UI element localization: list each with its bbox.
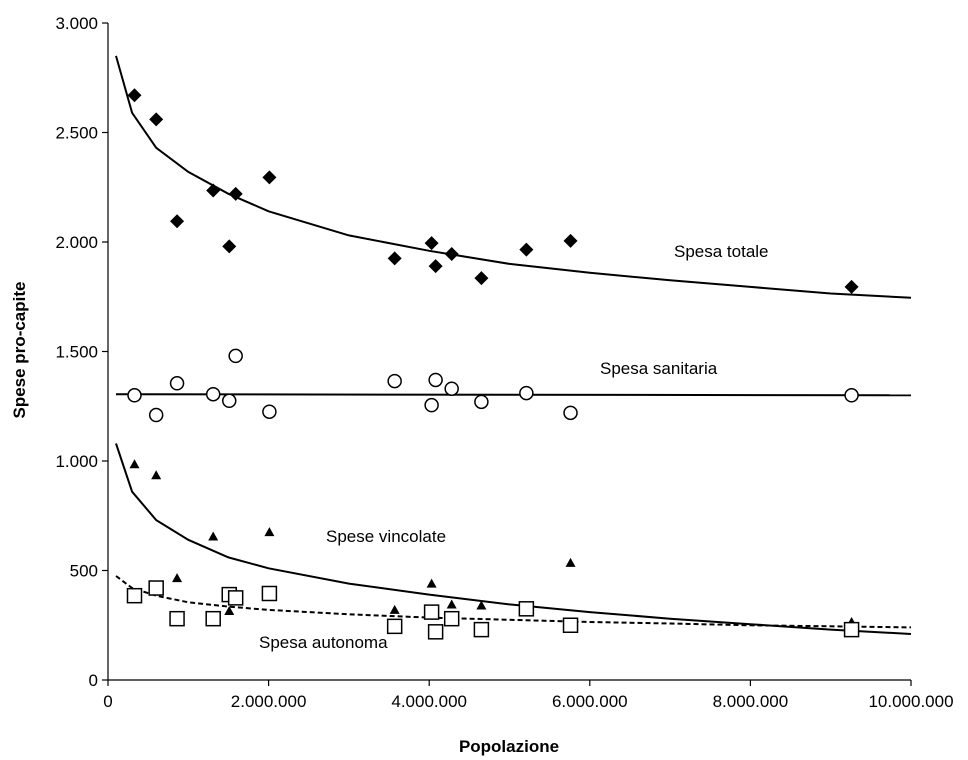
data-points <box>126 88 860 640</box>
data-point-series-3 <box>227 590 244 606</box>
data-point-series-0 <box>262 170 277 185</box>
data-point-series-1 <box>519 385 534 401</box>
data-point-series-3 <box>169 610 185 627</box>
data-point-series-3 <box>261 585 278 602</box>
data-point-series-3 <box>518 601 535 617</box>
data-point-series-1 <box>563 405 578 421</box>
x-axis-title: Popolazione <box>459 737 559 756</box>
data-point-series-1 <box>127 388 142 403</box>
series-label-spese-vincolate: Spese vincolate <box>326 527 446 546</box>
x-tick-label: 4.000.000 <box>391 692 467 711</box>
data-point-series-1 <box>205 386 221 402</box>
data-point-series-3 <box>562 617 579 633</box>
data-point-series-3 <box>423 604 440 620</box>
data-point-series-1 <box>262 404 277 419</box>
data-point-series-2 <box>172 573 183 583</box>
data-point-series-1 <box>474 394 489 410</box>
data-point-series-2 <box>476 600 487 610</box>
data-point-series-2 <box>129 459 140 469</box>
data-point-series-1 <box>148 407 164 423</box>
data-point-series-2 <box>565 557 576 567</box>
data-point-series-1 <box>387 373 402 389</box>
data-point-series-2 <box>389 604 400 614</box>
x-tick-label: 10.000.000 <box>868 692 953 711</box>
data-point-series-1 <box>844 388 859 403</box>
data-point-series-0 <box>387 251 402 266</box>
data-point-series-1 <box>428 372 443 388</box>
trend-line-3 <box>115 575 912 629</box>
y-tick-label: 2.500 <box>55 124 98 143</box>
labels: Popolazione Spese pro-capite Spesa total… <box>10 242 769 756</box>
data-point-series-0 <box>127 88 142 103</box>
data-point-series-0 <box>424 236 439 251</box>
y-tick-label: 1.500 <box>55 343 98 362</box>
x-tick-label: 6.000.000 <box>552 692 628 711</box>
data-point-series-0 <box>170 214 185 229</box>
series-label-spesa-sanitaria: Spesa sanitaria <box>600 359 718 378</box>
x-tick-label: 8.000.000 <box>713 692 789 711</box>
data-point-series-2 <box>208 531 219 541</box>
series-label-spesa-totale: Spesa totale <box>674 242 769 261</box>
data-point-series-1 <box>228 348 243 364</box>
data-point-series-3 <box>386 618 403 635</box>
y-axis-title: Spese pro-capite <box>10 282 29 419</box>
data-point-series-3 <box>126 587 143 604</box>
data-point-series-0 <box>206 183 221 198</box>
trend-line-0 <box>115 55 912 299</box>
data-point-series-0 <box>519 242 534 257</box>
data-point-series-3 <box>843 621 860 638</box>
data-point-series-2 <box>224 606 235 616</box>
data-point-series-2 <box>426 578 437 588</box>
x-tick-label: 2.000.000 <box>231 692 307 711</box>
y-tick-label: 0 <box>89 671 98 690</box>
data-point-series-2 <box>264 527 275 537</box>
data-point-series-0 <box>474 271 489 286</box>
data-point-series-3 <box>443 610 460 627</box>
data-point-series-1 <box>424 397 439 413</box>
data-point-series-0 <box>563 233 578 248</box>
y-tick-label: 500 <box>70 562 98 581</box>
data-point-series-2 <box>446 599 457 609</box>
data-point-series-3 <box>148 580 164 596</box>
trend-lines <box>115 55 912 635</box>
data-point-series-1 <box>169 376 185 391</box>
y-tick-label: 3.000 <box>55 14 98 33</box>
data-point-series-3 <box>205 610 221 627</box>
data-point-series-1 <box>444 381 459 396</box>
y-tick-label: 2.000 <box>55 233 98 252</box>
data-point-series-2 <box>151 470 162 480</box>
data-point-series-3 <box>427 624 444 640</box>
x-tick-label: 0 <box>103 692 112 711</box>
data-point-series-0 <box>844 279 859 294</box>
data-point-series-0 <box>444 247 459 262</box>
data-point-series-0 <box>149 112 164 127</box>
axes: 0 500 1.000 1.500 2.000 2.500 3.000 0 2.000.000 4… <box>55 14 953 711</box>
series-label-spesa-autonoma: Spesa autonoma <box>259 633 388 652</box>
data-point-series-0 <box>228 186 243 201</box>
y-tick-label: 1.000 <box>55 452 98 471</box>
data-point-series-1 <box>222 393 237 409</box>
trend-line-2 <box>115 443 912 635</box>
data-point-series-3 <box>473 621 490 638</box>
data-point-series-0 <box>222 239 237 254</box>
trend-line-1 <box>115 393 912 397</box>
data-point-series-0 <box>428 259 443 274</box>
